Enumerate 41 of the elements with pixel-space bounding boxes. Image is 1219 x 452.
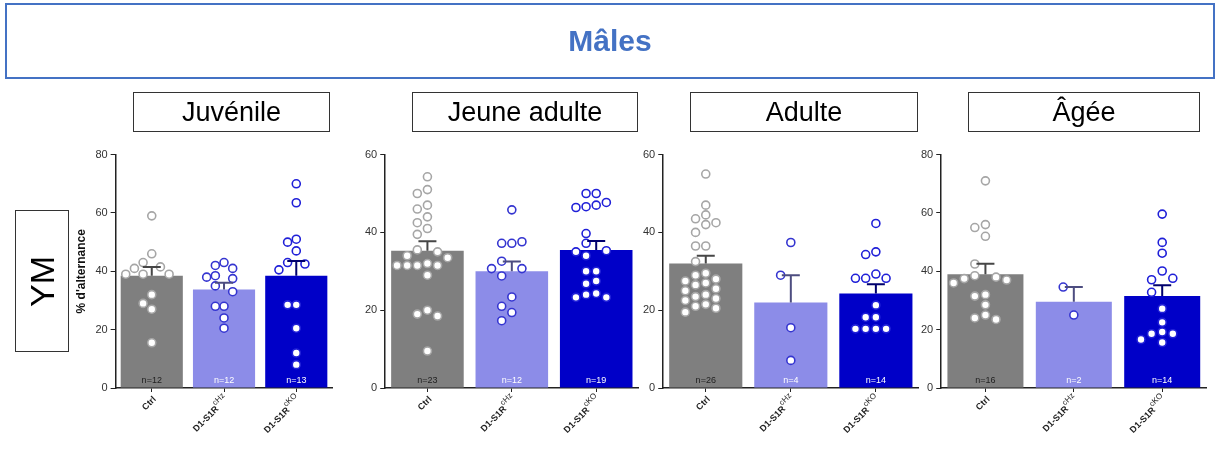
chart-title: Âgée (968, 92, 1200, 132)
text: Mâles (568, 24, 652, 58)
y-tick-label: 20 (95, 322, 108, 335)
y-tick-label: 20 (364, 303, 378, 316)
y-tick-label: 80 (95, 147, 108, 160)
y-tick-label: 60 (364, 147, 378, 160)
x-tick-label: Ctrl (139, 394, 158, 413)
annotation: n=13 (286, 374, 307, 385)
annotation: n=12 (141, 374, 162, 385)
annotation: n=12 (501, 374, 522, 385)
y-tick-label: 40 (364, 225, 378, 238)
annotation: n=12 (213, 374, 235, 385)
annotation: n=14 (1152, 374, 1173, 385)
annotation: n=23 (417, 374, 438, 385)
chart-title: Jeune adulte (412, 92, 638, 132)
chart-title: Adulte (690, 92, 918, 132)
annotation: n=4 (783, 374, 799, 385)
y-tick-label: 60 (920, 205, 934, 218)
y-tick-label: 80 (920, 147, 934, 160)
y-tick-label: 40 (920, 264, 934, 277)
annotation: n=14 (865, 374, 887, 385)
y-tick-label: 0 (927, 381, 934, 394)
y-tick-label: 0 (101, 381, 108, 394)
x-tick-label: Ctrl (415, 394, 434, 413)
annotation: n=2 (1066, 374, 1082, 385)
chart-title: Juvénile (133, 92, 330, 132)
y-tick-label: 40 (642, 225, 656, 238)
y-tick-label: 20 (642, 303, 656, 316)
y-tick-label: 20 (920, 322, 934, 335)
y-tick-label: 0 (371, 381, 378, 394)
x-tick-label: Ctrl (693, 394, 712, 413)
annotation: n=26 (695, 374, 716, 385)
annotation: n=19 (586, 374, 607, 385)
y-tick-label: 0 (649, 381, 656, 394)
annotation: n=16 (975, 374, 996, 385)
y-tick-label: 60 (95, 205, 108, 218)
y-axis-title: % d'alternance (73, 228, 88, 314)
text: YM (22, 255, 62, 307)
y-tick-label: 60 (642, 147, 656, 160)
y-tick-label: 40 (95, 264, 108, 277)
x-tick-label: Ctrl (973, 394, 992, 413)
